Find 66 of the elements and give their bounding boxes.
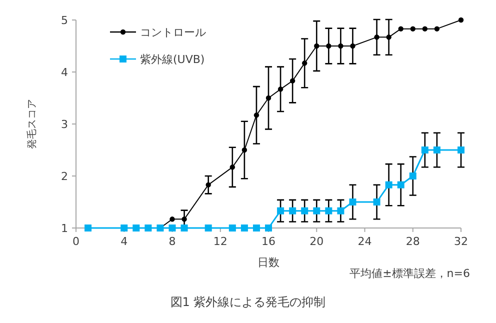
point	[242, 147, 248, 153]
point	[458, 146, 464, 154]
point	[170, 216, 175, 222]
legend-label: コントロール	[140, 26, 206, 39]
point	[301, 207, 308, 214]
point	[326, 43, 332, 49]
point	[337, 207, 344, 214]
point	[385, 181, 392, 188]
point	[168, 224, 176, 232]
x-tick-label: 8	[168, 235, 176, 248]
point	[433, 146, 440, 154]
y-axis-title: 発毛スコア	[26, 99, 38, 149]
point	[252, 224, 260, 232]
y-tick-label: 2	[61, 170, 68, 183]
x-tick-label: 32	[454, 235, 468, 248]
x-tick-label: 4	[120, 235, 128, 248]
y-tick-label: 3	[61, 118, 68, 131]
point	[132, 224, 140, 232]
x-axis-title: 日数	[258, 256, 280, 269]
point	[290, 78, 296, 84]
point	[254, 112, 260, 118]
point	[458, 17, 464, 23]
point	[278, 86, 284, 92]
point	[230, 164, 236, 170]
point	[204, 224, 212, 232]
point	[314, 43, 320, 49]
point	[374, 34, 380, 40]
legend-label: 紫外線(UVB)	[140, 53, 205, 66]
point	[386, 34, 392, 40]
y-tick-label: 5	[61, 14, 68, 27]
x-tick-label: 12	[213, 235, 228, 248]
point	[421, 146, 428, 154]
point	[410, 26, 416, 32]
point	[422, 26, 428, 32]
x-tick-label: 20	[310, 235, 324, 248]
point	[120, 224, 128, 232]
point	[206, 182, 211, 188]
point	[325, 207, 332, 214]
y-tick-label: 1	[61, 222, 68, 235]
x-tick-label: 28	[406, 235, 420, 248]
y-tick-label: 4	[61, 66, 68, 79]
point	[266, 95, 272, 101]
point	[349, 198, 356, 206]
point	[277, 207, 284, 214]
point	[409, 172, 416, 180]
point	[228, 224, 236, 232]
point	[84, 224, 92, 232]
point	[397, 181, 404, 188]
point	[338, 43, 344, 49]
point	[398, 26, 404, 32]
point	[180, 224, 188, 232]
x-tick-label: 24	[358, 235, 372, 248]
point	[373, 198, 380, 206]
point	[313, 207, 320, 214]
point	[182, 216, 187, 222]
point	[302, 60, 308, 66]
point	[265, 224, 272, 232]
text: 平均値±標準誤差，n=6	[350, 267, 470, 280]
point	[289, 207, 296, 214]
text: 図1 紫外線による発毛の抑制	[170, 295, 326, 309]
point	[240, 224, 248, 232]
point	[434, 26, 440, 32]
x-tick-label: 0	[72, 235, 80, 248]
x-tick-label: 16	[262, 235, 276, 248]
point	[350, 43, 356, 49]
point	[144, 224, 152, 232]
